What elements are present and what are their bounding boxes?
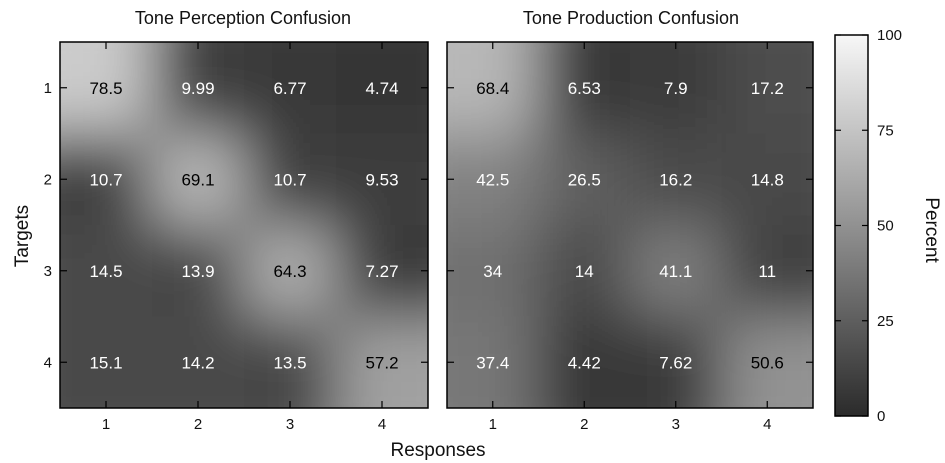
cell-value-label: 26.5 bbox=[568, 170, 601, 189]
cell-r1-c3 bbox=[244, 42, 336, 134]
cell-value-label: 14.2 bbox=[181, 353, 214, 372]
cell-value-label: 14.5 bbox=[89, 262, 122, 281]
cell-value-label: 16.2 bbox=[659, 170, 692, 189]
cell-r4-c4 bbox=[721, 316, 813, 408]
cell-value-label: 6.53 bbox=[568, 79, 601, 98]
cell-r4-c4 bbox=[336, 316, 428, 408]
cell-r1-c1 bbox=[447, 42, 539, 134]
production-heatmap bbox=[447, 42, 813, 408]
colorbar: 0 25 50 75 100 Percent bbox=[834, 27, 942, 425]
cell-r2-c4 bbox=[721, 133, 813, 225]
y-tick-label: 1 bbox=[44, 80, 52, 97]
x-tick-label: 1 bbox=[102, 416, 110, 433]
x-tick-label: 2 bbox=[194, 416, 202, 433]
y-axis-label: Targets bbox=[12, 205, 33, 267]
colorbar-tick-label: 25 bbox=[877, 313, 894, 330]
cell-value-label: 37.4 bbox=[476, 353, 509, 372]
y-tick-label: 4 bbox=[44, 354, 52, 371]
cell-r4-c3 bbox=[244, 316, 336, 408]
y-tick-label: 3 bbox=[44, 263, 52, 280]
x-tick-label: 3 bbox=[672, 416, 680, 433]
cell-value-label: 10.7 bbox=[273, 170, 306, 189]
cell-r3-c3 bbox=[630, 225, 722, 317]
cell-value-label: 50.6 bbox=[751, 353, 784, 372]
cell-r2-c4 bbox=[336, 133, 428, 225]
colorbar-tick-label: 75 bbox=[877, 122, 894, 139]
cell-value-label: 13.9 bbox=[181, 262, 214, 281]
x-tick-label: 1 bbox=[489, 416, 497, 433]
cell-value-label: 14.8 bbox=[751, 170, 784, 189]
cell-value-label: 13.5 bbox=[273, 353, 306, 372]
cell-r3-c4 bbox=[336, 225, 428, 317]
colorbar-ticks: 0 25 50 75 100 bbox=[835, 27, 902, 425]
x-tick-label: 4 bbox=[378, 416, 386, 433]
perception-heatmap bbox=[60, 42, 428, 408]
cell-r2-c2 bbox=[152, 133, 244, 225]
production-panel: Tone Production Confusion 68.4 6.53 7.9 17.… bbox=[446, 8, 814, 433]
cell-value-label: 7.9 bbox=[664, 79, 688, 98]
cell-value-label: 9.99 bbox=[181, 79, 214, 98]
cell-r2-c3 bbox=[244, 133, 336, 225]
cell-value-label: 10.7 bbox=[89, 170, 122, 189]
cell-r4-c3 bbox=[630, 316, 722, 408]
colorbar-tick-label: 50 bbox=[877, 218, 894, 235]
cell-r1-c4 bbox=[336, 42, 428, 134]
cell-r1-c2 bbox=[152, 42, 244, 134]
cell-r4-c1 bbox=[447, 316, 539, 408]
cell-value-label: 6.77 bbox=[273, 79, 306, 98]
cell-r3-c2 bbox=[152, 225, 244, 317]
production-cell-labels: 68.4 6.53 7.9 17.2 42.5 26.5 16.2 14.8 34 14 41.1 1… bbox=[476, 79, 784, 373]
cell-value-label: 68.4 bbox=[476, 79, 509, 98]
x-tick-label: 4 bbox=[763, 416, 771, 433]
cell-value-label: 7.62 bbox=[659, 353, 692, 372]
cell-r1-c1 bbox=[60, 42, 152, 134]
cell-r3-c4 bbox=[721, 225, 813, 317]
cell-r4-c1 bbox=[60, 316, 152, 408]
cell-value-label: 15.1 bbox=[89, 353, 122, 372]
cell-value-label: 57.2 bbox=[365, 353, 398, 372]
cell-value-label: 78.5 bbox=[89, 79, 122, 98]
cell-value-label: 64.3 bbox=[273, 262, 306, 281]
production-plot-frame bbox=[446, 41, 814, 409]
perception-ticks: 1 2 3 4 1 2 3 4 bbox=[44, 42, 428, 433]
cell-value-label: 11 bbox=[758, 262, 776, 281]
cell-value-label: 41.1 bbox=[659, 262, 692, 281]
cell-value-label: 4.74 bbox=[365, 79, 398, 98]
cell-r3-c2 bbox=[538, 225, 630, 317]
colorbar-tick-label: 0 bbox=[877, 408, 885, 425]
cell-r1-c3 bbox=[630, 42, 722, 134]
cell-r2-c1 bbox=[447, 133, 539, 225]
cell-value-label: 14 bbox=[575, 262, 594, 281]
cell-r4-c2 bbox=[538, 316, 630, 408]
perception-title: Tone Perception Confusion bbox=[135, 8, 351, 28]
cell-value-label: 7.27 bbox=[365, 262, 398, 281]
cell-r1-c2 bbox=[538, 42, 630, 134]
cell-r2-c2 bbox=[538, 133, 630, 225]
production-title: Tone Production Confusion bbox=[523, 8, 739, 28]
perception-panel: Tone Perception Confusion 78.5 9.99 6.77 4.… bbox=[44, 8, 429, 433]
x-tick-label: 3 bbox=[286, 416, 294, 433]
cell-r4-c2 bbox=[152, 316, 244, 408]
y-tick-label: 2 bbox=[44, 171, 52, 188]
cell-r2-c3 bbox=[630, 133, 722, 225]
colorbar-label: Percent bbox=[921, 197, 942, 263]
cell-r1-c4 bbox=[721, 42, 813, 134]
cell-value-label: 9.53 bbox=[365, 170, 398, 189]
cell-value-label: 4.42 bbox=[568, 353, 601, 372]
cell-value-label: 42.5 bbox=[476, 170, 509, 189]
cell-r3-c3 bbox=[244, 225, 336, 317]
cell-r3-c1 bbox=[447, 225, 539, 317]
cell-r2-c1 bbox=[60, 133, 152, 225]
cell-value-label: 34 bbox=[483, 262, 502, 281]
x-axis-label: Responses bbox=[390, 440, 485, 461]
cell-value-label: 69.1 bbox=[181, 170, 214, 189]
perception-plot-frame bbox=[59, 41, 429, 409]
cell-r3-c1 bbox=[60, 225, 152, 317]
perception-cell-labels: 78.5 9.99 6.77 4.74 10.7 69.1 10.7 9.53 14.5 13.9… bbox=[89, 79, 398, 373]
cell-value-label: 17.2 bbox=[751, 79, 784, 98]
colorbar-tick-label: 100 bbox=[877, 27, 902, 44]
x-tick-label: 2 bbox=[580, 416, 588, 433]
